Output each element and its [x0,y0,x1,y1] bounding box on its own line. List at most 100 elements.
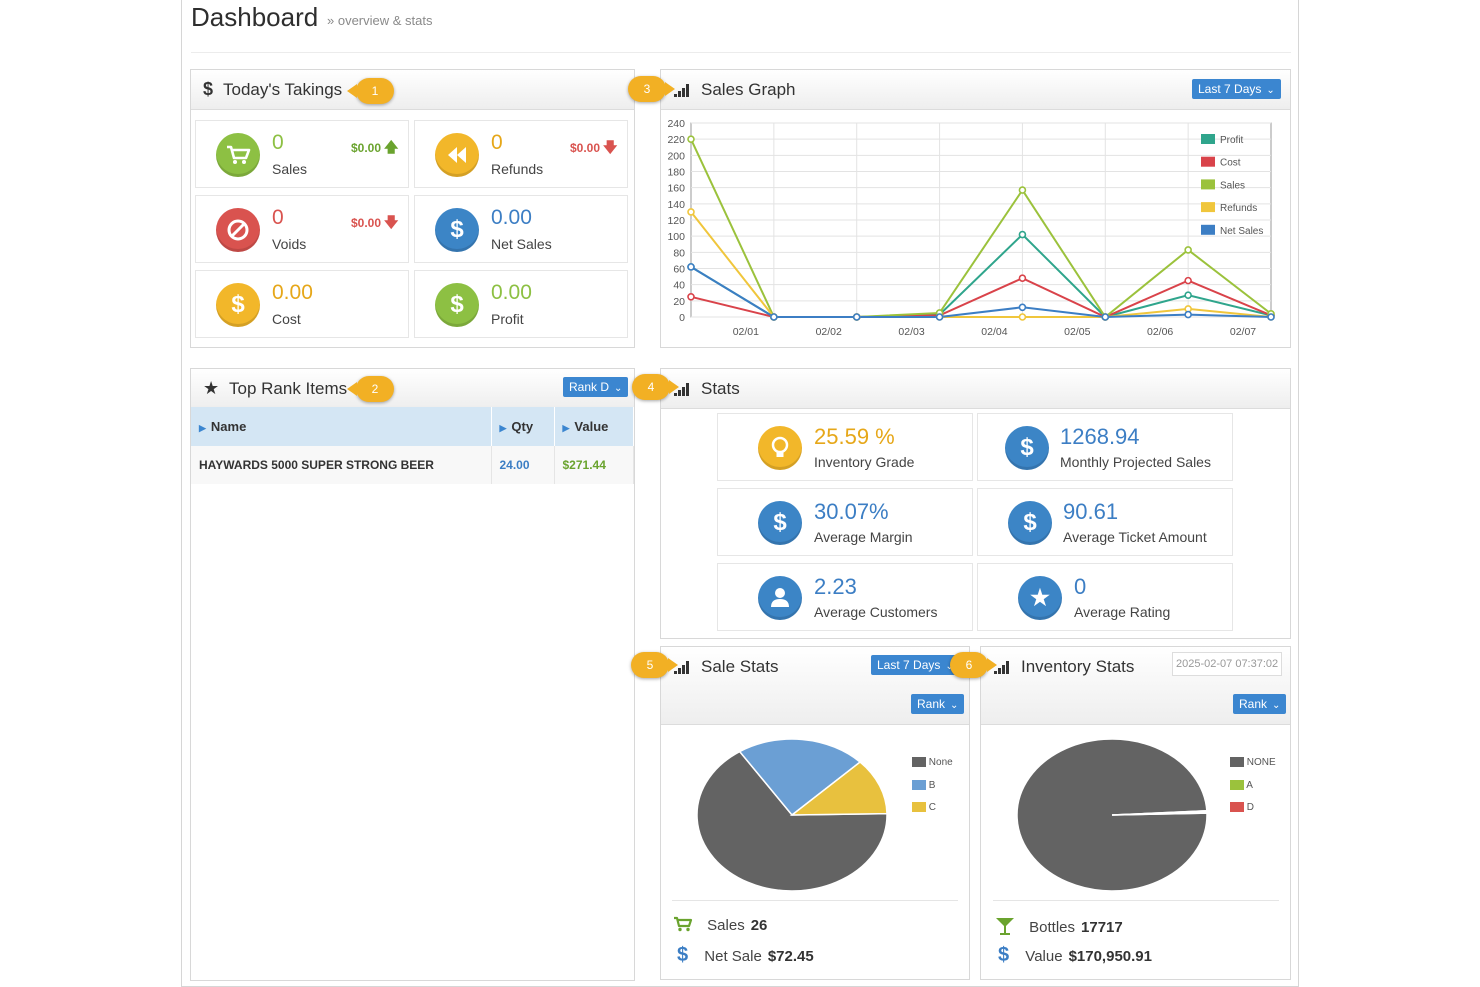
average-ticket-amount-label: Average Ticket Amount [1063,529,1207,545]
legend-swatch [1201,179,1215,190]
series-line-net-sales [690,266,1272,319]
y-tick-label: 100 [667,231,685,243]
cost-label: Cost [272,311,301,327]
stat-average-margin: $ 30.07% Average Margin [717,488,973,556]
data-point [935,313,944,321]
data-point [687,208,695,216]
legend-swatch [1230,802,1244,813]
signal-bars-icon [994,660,1012,674]
stat-average-rating: ★ 0 Average Rating [977,563,1233,631]
average-margin-value: 30.07% [814,499,889,524]
x-tick-label: 02/05 [1064,326,1090,338]
inventory-rank-dropdown[interactable]: Rank ⌄ [1233,694,1287,714]
tile-sales: 0 Sales $0.00 🡅 [195,120,409,188]
column-header-name[interactable]: ▶ Name [191,407,492,446]
sort-icon: ▶ [199,423,206,433]
average-rating-value: 0 [1074,574,1087,599]
star-icon: ★ [203,378,220,398]
sales-graph-range-dropdown[interactable]: Last 7 Days ⌄ [1192,79,1281,99]
sales-change: $0.00 🡅 [351,137,398,161]
legend-swatch [912,757,926,768]
x-tick-label: 02/03 [898,326,924,338]
monthly-projected-sales-value: 1268.94 [1060,424,1140,449]
sales-count: 0 [272,131,284,154]
callout-badge-4: 4 [632,374,679,400]
legend-swatch [1201,202,1215,213]
x-tick-label: 02/01 [733,326,759,338]
legend-swatch [1230,757,1244,768]
top-rank-header: ★ Top Rank Items [191,369,634,409]
profit-value: 0.00 [491,281,532,304]
arrow-down-icon: 🡇 [384,214,399,230]
inventory-bottles: Bottles 17717 [995,916,1123,940]
inventory-value: $ Value $170,950.91 [998,944,1152,966]
item-qty: 24.00 [491,446,555,484]
chevron-down-icon: ⌄ [945,657,953,677]
data-point [1018,274,1027,282]
net-sales-value: 0.00 [491,206,532,229]
sale-stats-rank-dropdown[interactable]: Rank ⌄ [911,694,965,714]
inventory-grade-label: Inventory Grade [814,454,915,470]
dollar-icon: $ [203,79,214,99]
page-title: Dashboard [191,2,319,32]
stat-average-ticket-amount: $ 90.61 Average Ticket Amount [977,488,1233,556]
arrow-down-icon: 🡇 [603,139,618,155]
y-tick-label: 180 [667,167,685,179]
stats-header: Stats [661,369,1290,409]
inventory-date-field[interactable]: 2025-02-07 07:37:02 [1172,652,1283,676]
chevron-down-icon: ⌄ [1266,85,1275,96]
legend-label: Refunds [1220,203,1257,214]
sale-stats-range-dropdown[interactable]: Last 7 Days⌄ [871,655,960,675]
x-tick-label: 02/02 [816,326,842,338]
sale-stats-sales: Sales 26 [673,916,767,936]
data-point [1184,291,1192,299]
tile-profit: $ 0.00 Profit [414,270,628,338]
inventory-stats-divider [993,900,1279,901]
sales-label: Sales [272,161,308,177]
data-point [770,313,778,321]
callout-badge-2: 2 [347,376,394,402]
data-point [1184,246,1192,254]
data-point [1018,186,1027,194]
item-name: HAYWARDS 5000 SUPER STRONG BEER [191,446,492,484]
column-header-qty[interactable]: ▶ Qty [491,407,555,446]
dollar-icon: $ [998,944,1010,966]
cost-value: 0.00 [272,281,313,304]
y-tick-label: 0 [679,312,685,324]
legend-swatch [912,780,926,791]
dollar-icon: $ [435,283,479,327]
y-tick-label: 200 [667,150,685,162]
pie-slice-b [738,738,862,817]
average-ticket-amount-value: 90.61 [1063,499,1119,524]
refunds-label: Refunds [491,161,544,177]
monthly-projected-sales-label: Monthly Projected Sales [1060,454,1211,470]
sort-icon: ▶ [562,423,570,433]
table-row[interactable]: HAYWARDS 5000 SUPER STRONG BEER 24.00 $2… [191,446,634,484]
lightbulb-icon [758,426,802,470]
average-margin-label: Average Margin [814,529,913,545]
rank-dropdown[interactable]: Rank D ⌄ [563,377,629,397]
sales-graph-title: Sales Graph [701,80,796,99]
stat-monthly-projected-sales: $ 1268.94 Monthly Projected Sales [977,413,1233,481]
inv-legend-a: A [1230,780,1253,791]
stats-title: Stats [701,379,740,398]
data-point [1267,313,1275,321]
dollar-icon: $ [1008,501,1052,545]
dollar-icon: $ [216,283,260,327]
data-point [1184,310,1192,319]
y-tick-label: 220 [667,134,685,146]
ban-icon [216,208,260,252]
sale-legend-c: C [912,802,936,813]
x-tick-label: 02/07 [1230,326,1256,338]
pie-slice-none [696,750,888,892]
sort-icon: ▶ [499,423,507,433]
legend-label: Sales [1220,180,1245,191]
sale-stats-net-sale: $ Net Sale $72.45 [677,944,814,966]
cart-icon [673,916,695,936]
tile-voids: 0 Voids $0.00 🡇 [195,195,409,263]
page-subtitle: » overview & stats [327,13,433,28]
column-header-value[interactable]: ▶ Value [554,407,634,446]
stat-average-customers: 2.23 Average Customers [717,563,973,631]
average-customers-value: 2.23 [814,574,857,599]
sales-graph-header: Sales Graph [661,70,1290,110]
